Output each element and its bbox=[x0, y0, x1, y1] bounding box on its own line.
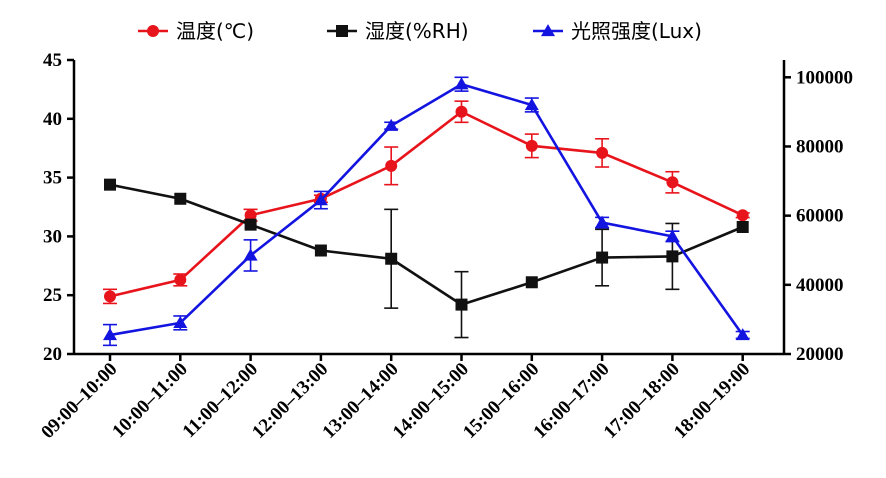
data-point bbox=[384, 118, 399, 131]
y-left-tick-label: 35 bbox=[43, 168, 62, 189]
y-right-tick-label: 100000 bbox=[796, 67, 853, 88]
series-humidity bbox=[104, 178, 749, 339]
data-point bbox=[736, 220, 749, 233]
y-right-tick-label: 80000 bbox=[796, 136, 844, 157]
legend-marker bbox=[147, 25, 159, 37]
data-point bbox=[174, 273, 187, 286]
data-point bbox=[524, 98, 539, 111]
y-left-tick-label: 20 bbox=[43, 344, 62, 365]
x-tick-label: 09:00–10:00 bbox=[37, 359, 121, 443]
series-temperature bbox=[103, 100, 750, 305]
data-point bbox=[525, 139, 538, 152]
data-point bbox=[736, 209, 749, 222]
legend-label: 湿度(%RH) bbox=[365, 19, 469, 43]
y-left-tick-label: 30 bbox=[43, 226, 62, 247]
series-line bbox=[109, 82, 744, 337]
legend-label: 温度(℃) bbox=[176, 19, 254, 43]
data-point bbox=[525, 276, 538, 289]
series-light bbox=[103, 76, 750, 347]
x-tick-label: 18:00–19:00 bbox=[670, 359, 754, 443]
legend-marker bbox=[336, 25, 348, 37]
data-point bbox=[104, 178, 116, 191]
series-line bbox=[109, 110, 744, 298]
data-point bbox=[455, 105, 468, 118]
data-point bbox=[313, 193, 328, 206]
data-point bbox=[735, 328, 750, 341]
y-left-tick-label: 45 bbox=[43, 50, 62, 71]
series-line bbox=[109, 183, 744, 306]
data-point bbox=[596, 251, 609, 264]
legend: 温度(℃) 湿度(%RH) 光照强度(Lux) bbox=[138, 19, 702, 43]
axes: 20 25 30 35 40 45 20000 40000 60000 80000 100000 09… bbox=[37, 50, 853, 443]
data-point bbox=[666, 250, 679, 263]
data-point bbox=[666, 176, 679, 189]
data-point bbox=[596, 146, 609, 159]
data-point bbox=[244, 209, 257, 222]
data-point bbox=[314, 244, 327, 257]
y-right-tick-label: 40000 bbox=[796, 275, 844, 296]
y-right-tick-label: 60000 bbox=[796, 206, 844, 227]
y-left-tick-label: 40 bbox=[43, 109, 62, 130]
data-point bbox=[103, 328, 117, 341]
legend-label: 光照强度(Lux) bbox=[571, 19, 702, 43]
y-right-tick-label: 20000 bbox=[796, 344, 844, 365]
data-point bbox=[244, 218, 257, 231]
data-point bbox=[104, 290, 116, 303]
y-left-tick-label: 25 bbox=[43, 285, 62, 306]
data-point bbox=[243, 248, 258, 261]
data-point bbox=[174, 192, 187, 205]
data-point bbox=[595, 215, 610, 228]
x-tick-label: 10:00–11:00 bbox=[108, 359, 192, 443]
data-point bbox=[173, 315, 188, 329]
legend-marker bbox=[541, 24, 555, 37]
data-point bbox=[385, 252, 398, 265]
data-point bbox=[385, 159, 398, 172]
data-point bbox=[665, 229, 680, 242]
data-point bbox=[455, 298, 468, 311]
data-point bbox=[454, 77, 469, 90]
